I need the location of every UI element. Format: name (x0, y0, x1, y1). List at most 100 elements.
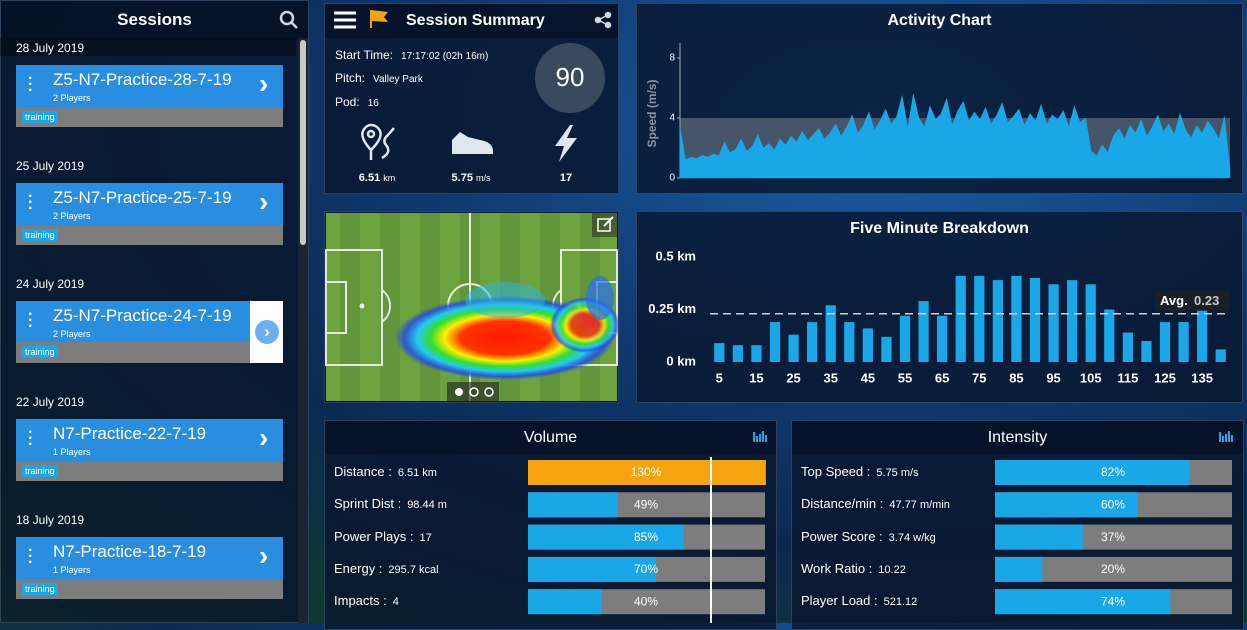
x-tick-label: 105 (1080, 370, 1102, 385)
bar-fill (995, 524, 1083, 550)
chart-icon[interactable] (753, 431, 767, 442)
chart-icon[interactable] (1219, 431, 1233, 442)
start_time-label: Start Time: (335, 48, 394, 62)
date-label: 28 July 2019 (16, 41, 85, 55)
session-tag: training (22, 229, 58, 241)
pod-label: Pod: (335, 95, 360, 109)
bar (1104, 309, 1115, 362)
bar (992, 280, 1003, 362)
card-head (16, 419, 283, 462)
bar (844, 322, 855, 362)
metric-label: Work Ratio : (801, 560, 873, 576)
metric-value: 5.75 m/s (876, 467, 919, 479)
chevron[interactable]: › (259, 540, 269, 571)
kebab: · · · (28, 70, 34, 99)
scroll-thumb[interactable] (300, 40, 306, 245)
pitch-label: Pitch: (335, 71, 366, 85)
bar-percent: 37% (1101, 530, 1125, 544)
bar-percent: 74% (1101, 594, 1125, 608)
metric-label: Energy : (334, 560, 383, 576)
stat: 6.51 km (327, 172, 427, 184)
distance-icon (361, 123, 395, 160)
share-icon[interactable] (594, 11, 612, 29)
bar (1215, 349, 1226, 362)
bar (732, 345, 743, 362)
x-tick-label: 65 (935, 370, 949, 385)
flag-icon[interactable] (370, 10, 388, 28)
metric-label: Sprint Dist : (334, 496, 402, 512)
bar (1141, 341, 1152, 362)
bar (918, 301, 929, 362)
chart-title: Five Minute Breakdown (850, 220, 1029, 237)
x-tick-label: 25 (786, 370, 800, 385)
card-head (16, 183, 283, 226)
session-card[interactable]: · · · Z5-N7-Practice-24-7-19 2 Players trai… (16, 301, 283, 363)
panel-header (325, 421, 776, 454)
start_time-value: 17:17:02 (02h 16m) (401, 51, 489, 62)
metric-label: Top Speed : (801, 464, 871, 479)
y-tick-label: 0 km (666, 353, 696, 368)
chevron[interactable]: › (259, 186, 269, 217)
session-tag: training (22, 111, 58, 123)
bar (1197, 307, 1208, 362)
edit-icon[interactable] (592, 213, 617, 237)
bar-percent: 40% (634, 594, 658, 608)
chevron[interactable]: › (259, 68, 269, 99)
open-button[interactable]: › (255, 320, 279, 344)
session-card[interactable]: · · · Z5-N7-Practice-28-7-19 2 Players trai… (16, 65, 283, 127)
carousel-dots[interactable] (447, 382, 499, 402)
x-tick-label: 35 (823, 370, 837, 385)
metric-row: Distance : 6.51 km (334, 464, 437, 479)
panel-title: Intensity (987, 429, 1048, 446)
summary-row: Pod: 16 (335, 95, 379, 109)
y-tick-label: 0.5 km (656, 248, 696, 263)
chevron[interactable]: › (259, 422, 269, 453)
metric-value: 521.12 (883, 596, 918, 609)
session-players: 1 Players (53, 565, 91, 575)
session-players: 2 Players (53, 329, 91, 339)
summary-row: Pitch: Valley Park (335, 71, 423, 85)
date-label: 24 July 2019 (16, 277, 85, 291)
scrollbar[interactable] (298, 38, 308, 623)
bar (1067, 280, 1078, 362)
search-icon[interactable] (279, 10, 298, 29)
x-tick-label: 55 (898, 370, 912, 385)
stat-unit: km (383, 173, 396, 183)
kebab: · · · (28, 306, 34, 335)
average-label: Avg. (1160, 293, 1188, 308)
session-tag: training (22, 583, 58, 595)
bar-fill (528, 524, 684, 550)
metric-row: Work Ratio : 10.22 (801, 561, 906, 576)
date-strip (0, 38, 296, 56)
session-card[interactable]: · · · N7-Practice-22-7-19 1 Players trainin… (16, 419, 283, 481)
y-tick-label: 0.25 km (648, 301, 696, 316)
session-card[interactable]: · · · Z5-N7-Practice-25-7-19 2 Players trai… (16, 183, 283, 245)
panel-title: Session Summary (406, 12, 545, 29)
session-players: 1 Players (53, 447, 91, 457)
bar-fill (995, 492, 1138, 518)
x-tick-label: 45 (861, 370, 875, 385)
menu-icon[interactable] (334, 11, 356, 29)
metric-value: 4 (392, 596, 399, 609)
bar-percent: 49% (634, 497, 658, 511)
session-name: Z5-N7-Practice-28-7-19 (53, 70, 232, 89)
stat: 17 (516, 172, 616, 184)
session-tag: training (22, 346, 58, 358)
pod-value: 16 (367, 98, 379, 109)
session-name: Z5-N7-Practice-24-7-19 (53, 306, 232, 325)
session-card[interactable]: · · · N7-Practice-18-7-19 1 Players trainin… (16, 537, 283, 599)
bar-percent: 130% (631, 465, 662, 479)
stat-unit: m/s (475, 173, 491, 183)
summary-row: Start Time: 17:17:02 (02h 16m) (335, 48, 488, 62)
metric-value: 3.74 w/kg (888, 531, 936, 544)
bar-fill (528, 556, 657, 582)
session-name: N7-Practice-22-7-19 (53, 424, 207, 443)
score-circle (535, 43, 605, 113)
panel-title: Sessions (117, 10, 192, 29)
metric-label: Distance/min : (801, 496, 884, 512)
bar (825, 305, 836, 362)
metric-label: Power Plays : (334, 528, 414, 544)
bar (1029, 278, 1041, 362)
bar (807, 322, 818, 362)
x-tick-label: 85 (1009, 370, 1023, 385)
